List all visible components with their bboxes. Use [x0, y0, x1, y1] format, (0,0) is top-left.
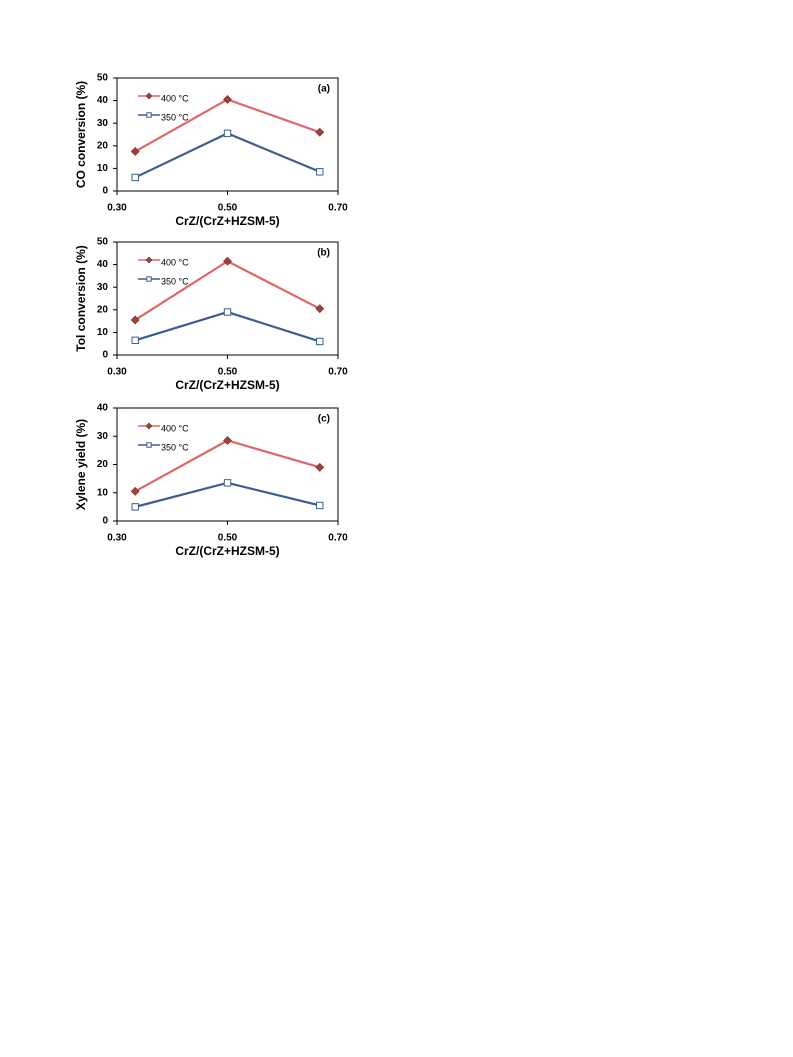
series-line — [134, 98, 321, 153]
marker — [223, 95, 232, 104]
x-tick-label: 0.50 — [218, 533, 238, 544]
plot-frame — [116, 407, 339, 522]
marker — [223, 256, 232, 266]
y-tick-label: 40 — [97, 95, 109, 106]
marker — [145, 92, 153, 100]
legend-label: 350 °C — [161, 276, 189, 286]
y-tick-label: 50 — [97, 237, 109, 248]
marker — [130, 147, 140, 156]
legend-label: 400 °C — [161, 93, 189, 103]
legend-label: 350 °C — [161, 442, 189, 452]
x-tick-label: 0.70 — [328, 367, 348, 378]
y-tick-label: 30 — [97, 282, 109, 293]
y-tick-label: 10 — [97, 163, 109, 174]
marker — [146, 276, 152, 282]
marker — [145, 422, 153, 430]
y-tick-label: 20 — [97, 140, 109, 151]
marker — [316, 501, 324, 510]
x-tick-label: 0.70 — [328, 203, 348, 214]
marker — [130, 486, 140, 496]
panel-label: (a) — [318, 84, 330, 95]
legend-label: 400 °C — [161, 257, 189, 267]
x-tick-label: 0.50 — [218, 367, 238, 378]
y-tick-label: 30 — [97, 431, 109, 442]
y-tick-label: 10 — [97, 327, 109, 338]
marker — [146, 442, 152, 448]
marker — [130, 315, 140, 325]
panel-label: (b) — [317, 248, 330, 259]
y-tick-label: 40 — [97, 259, 109, 270]
plot-frame — [116, 241, 339, 356]
legend-label: 400 °C — [161, 423, 189, 433]
x-tick-label: 0.30 — [107, 367, 127, 378]
y-axis-label: Tol conversion (%) — [74, 245, 88, 351]
panel-label: (c) — [318, 414, 330, 425]
plot-frame — [116, 77, 339, 192]
marker — [315, 462, 325, 472]
x-axis-label: CrZ/(CrZ+HZSM-5) — [175, 544, 279, 558]
x-axis-label: CrZ/(CrZ+HZSM-5) — [175, 214, 279, 228]
x-tick-label: 0.30 — [107, 533, 127, 544]
marker — [146, 112, 152, 118]
y-axis-label: Xylene yield (%) — [74, 419, 88, 510]
y-tick-label: 0 — [102, 186, 108, 197]
x-tick-label: 0.30 — [107, 203, 127, 214]
y-tick-label: 20 — [97, 459, 109, 470]
marker — [223, 308, 232, 316]
marker — [131, 173, 139, 182]
y-tick-label: 50 — [97, 73, 109, 84]
marker — [223, 479, 232, 487]
y-tick-label: 30 — [97, 118, 109, 129]
series-line — [134, 310, 321, 343]
marker — [315, 304, 325, 314]
legend-label: 350 °C — [161, 112, 189, 122]
y-tick-label: 10 — [97, 487, 109, 498]
marker — [223, 436, 232, 445]
marker — [131, 503, 139, 511]
series-line — [134, 132, 321, 179]
y-tick-label: 20 — [97, 304, 109, 315]
marker — [223, 129, 232, 138]
x-axis-label: CrZ/(CrZ+HZSM-5) — [175, 378, 279, 392]
marker — [145, 256, 153, 264]
x-tick-label: 0.50 — [218, 203, 238, 214]
marker — [316, 337, 324, 346]
y-tick-label: 0 — [102, 516, 108, 527]
y-axis-label: CO conversion (%) — [74, 81, 88, 188]
y-tick-label: 40 — [97, 403, 109, 414]
x-tick-label: 0.70 — [328, 533, 348, 544]
y-tick-label: 0 — [102, 350, 108, 361]
marker — [316, 168, 324, 176]
marker — [131, 336, 139, 345]
marker — [315, 127, 325, 137]
